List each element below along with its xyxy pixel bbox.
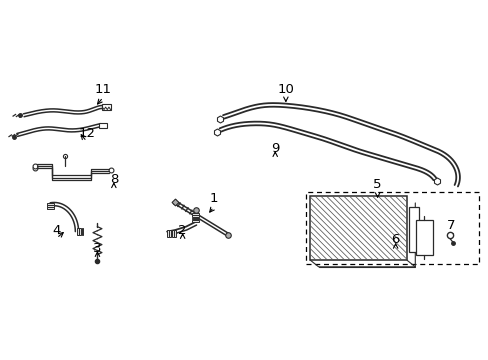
Bar [192,217,199,220]
Bar [192,215,199,217]
Bar [77,228,79,235]
Text: 2: 2 [178,224,186,237]
Text: 3: 3 [93,242,102,255]
Text: 5: 5 [373,179,381,192]
Bar [81,228,83,235]
Text: 9: 9 [270,141,279,154]
Bar [192,213,199,215]
Bar [47,205,54,207]
Bar [305,192,478,264]
Text: 11: 11 [95,83,111,96]
Bar [310,197,407,260]
Bar [171,230,173,237]
Bar [79,228,81,235]
Text: 12: 12 [78,127,95,140]
Bar [47,203,54,204]
Bar [102,104,110,109]
Bar [192,220,199,222]
Text: 8: 8 [109,173,118,186]
Bar [169,230,171,237]
Bar [47,207,54,209]
Bar [415,220,431,255]
Bar [408,207,418,252]
Text: 7: 7 [446,220,455,233]
Text: 4: 4 [52,224,61,237]
Bar [99,123,107,129]
Text: 1: 1 [209,192,218,206]
Text: 10: 10 [277,83,294,96]
Bar [167,230,169,237]
Bar [174,230,176,237]
Text: 6: 6 [391,233,399,246]
